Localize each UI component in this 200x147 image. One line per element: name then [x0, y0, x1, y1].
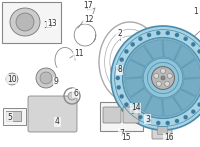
Text: 14: 14	[131, 103, 141, 112]
Circle shape	[198, 49, 200, 54]
FancyBboxPatch shape	[28, 96, 77, 132]
Circle shape	[198, 102, 200, 107]
Circle shape	[120, 57, 124, 62]
Text: 3: 3	[145, 115, 150, 123]
Circle shape	[156, 121, 160, 125]
Circle shape	[147, 33, 151, 37]
Circle shape	[156, 31, 160, 35]
Circle shape	[138, 37, 142, 41]
Ellipse shape	[16, 13, 34, 31]
Bar	[6, 111, 21, 121]
Circle shape	[175, 119, 179, 123]
Circle shape	[184, 37, 188, 41]
Text: 7: 7	[119, 128, 124, 137]
Text: 17: 17	[83, 1, 93, 10]
Circle shape	[161, 76, 165, 80]
Polygon shape	[144, 40, 164, 60]
Circle shape	[124, 49, 128, 54]
Bar	[157, 126, 167, 134]
FancyBboxPatch shape	[2, 107, 26, 125]
Ellipse shape	[10, 8, 40, 36]
Polygon shape	[125, 77, 144, 97]
Circle shape	[156, 81, 161, 86]
Circle shape	[120, 94, 124, 98]
Text: 6: 6	[73, 88, 78, 97]
Text: 4: 4	[55, 117, 60, 127]
Circle shape	[6, 73, 18, 85]
Polygon shape	[130, 45, 153, 67]
Circle shape	[117, 66, 121, 71]
Polygon shape	[162, 97, 182, 116]
Circle shape	[68, 92, 76, 100]
FancyBboxPatch shape	[2, 1, 60, 42]
Circle shape	[123, 38, 200, 118]
Text: 10: 10	[7, 75, 17, 83]
Text: 13: 13	[43, 21, 53, 30]
Polygon shape	[182, 59, 200, 78]
Circle shape	[167, 73, 172, 78]
Polygon shape	[173, 89, 196, 111]
FancyBboxPatch shape	[103, 107, 121, 123]
Text: 9: 9	[54, 77, 59, 86]
Circle shape	[160, 68, 166, 73]
Circle shape	[131, 42, 135, 46]
Circle shape	[175, 33, 179, 37]
Polygon shape	[174, 45, 196, 68]
Text: 8: 8	[117, 66, 122, 75]
Circle shape	[154, 73, 159, 78]
Circle shape	[138, 115, 142, 119]
Text: 1: 1	[193, 7, 198, 16]
Circle shape	[117, 85, 121, 90]
Circle shape	[147, 119, 151, 123]
Bar	[127, 102, 137, 114]
Circle shape	[111, 26, 200, 130]
Circle shape	[165, 81, 170, 86]
Circle shape	[40, 72, 52, 84]
FancyBboxPatch shape	[152, 121, 172, 139]
Text: 16: 16	[164, 133, 174, 142]
Circle shape	[124, 102, 128, 107]
FancyBboxPatch shape	[100, 101, 142, 131]
Circle shape	[191, 42, 195, 46]
Text: 5: 5	[7, 112, 12, 122]
Circle shape	[36, 68, 56, 88]
Text: 12: 12	[84, 15, 94, 24]
Circle shape	[166, 121, 170, 125]
Circle shape	[131, 110, 135, 114]
Text: 2: 2	[117, 30, 122, 39]
Circle shape	[111, 65, 121, 75]
Circle shape	[152, 67, 174, 89]
Text: 13: 13	[47, 20, 57, 29]
Polygon shape	[145, 96, 163, 116]
Circle shape	[184, 115, 188, 119]
Circle shape	[191, 110, 195, 114]
Polygon shape	[125, 60, 145, 78]
Circle shape	[166, 31, 170, 35]
Text: 11: 11	[74, 50, 84, 59]
Polygon shape	[130, 88, 152, 111]
Circle shape	[116, 76, 120, 80]
FancyBboxPatch shape	[123, 107, 139, 123]
Text: 15: 15	[121, 133, 131, 142]
Polygon shape	[163, 40, 181, 60]
Polygon shape	[181, 78, 200, 96]
